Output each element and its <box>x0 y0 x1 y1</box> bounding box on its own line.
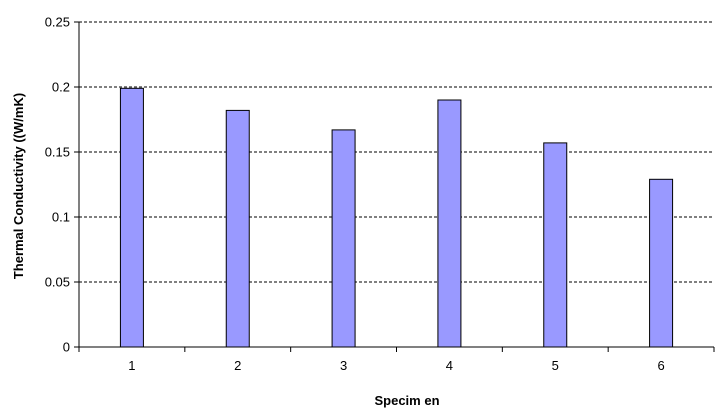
x-tick-label: 6 <box>657 358 664 373</box>
bar-specimen-6 <box>649 178 674 348</box>
x-tick-label: 4 <box>446 358 453 373</box>
gridlines <box>79 21 714 283</box>
x-tick-label: 2 <box>234 358 241 373</box>
x-tick-label: 5 <box>552 358 559 373</box>
y-tick-label: 0.25 <box>45 15 70 30</box>
bars <box>119 87 674 348</box>
y-tick-label: 0.1 <box>52 210 70 225</box>
bar-specimen-5 <box>543 142 568 348</box>
y-tick-label: 0 <box>63 340 70 355</box>
y-tick-label: 0.2 <box>52 80 70 95</box>
y-ticks: 0 0.05 0.1 0.15 0.2 0.25 <box>45 15 79 355</box>
bar-specimen-3 <box>331 129 356 348</box>
x-tick-label: 3 <box>340 358 347 373</box>
y-tick-label: 0.15 <box>45 145 70 160</box>
bar-specimen-2 <box>225 109 250 348</box>
x-ticks: 1 2 3 4 5 6 <box>78 347 715 373</box>
x-tick-label: 1 <box>128 358 135 373</box>
x-axis-title: Specim en <box>374 393 439 408</box>
bar-specimen-1 <box>119 87 144 348</box>
y-axis-title: Thermal Conductivity ((W/mK) <box>11 93 26 279</box>
bar-specimen-4 <box>437 99 462 348</box>
y-tick-label: 0.05 <box>45 275 70 290</box>
